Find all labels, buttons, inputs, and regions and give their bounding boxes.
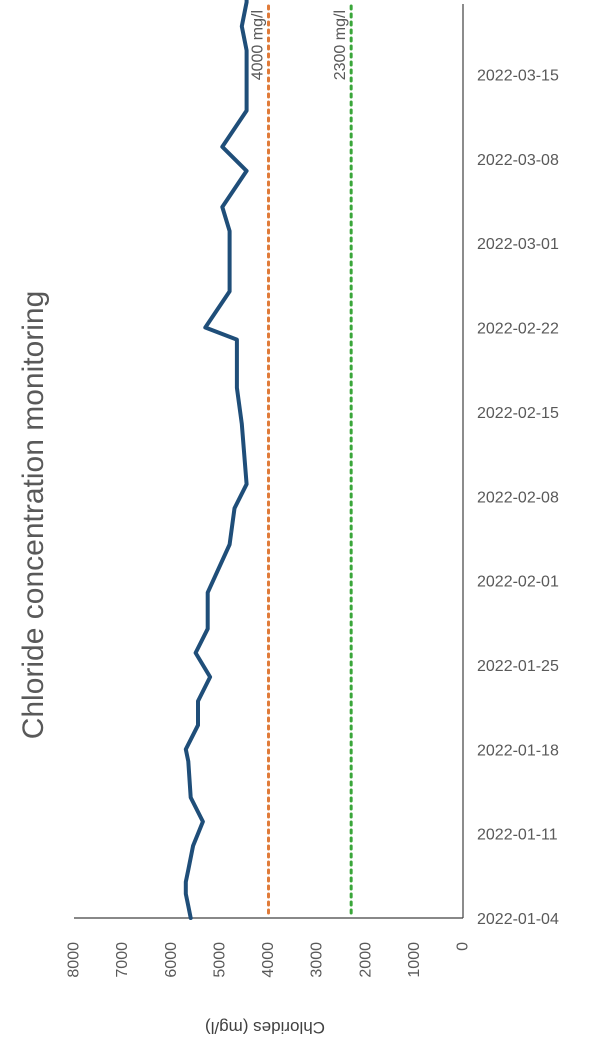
reference-line-label: 2300 mg/l xyxy=(332,10,349,80)
value-tick-label: 5000 xyxy=(211,942,228,978)
value-tick-label: 6000 xyxy=(163,942,180,978)
date-tick-label: 2022-02-08 xyxy=(477,489,559,506)
date-tick-label: 2022-03-15 xyxy=(477,68,559,85)
value-tick-label: 7000 xyxy=(114,942,131,978)
date-tick-label: 2022-01-18 xyxy=(477,742,559,759)
value-tick-label: 1000 xyxy=(406,942,423,978)
series-line xyxy=(183,0,249,920)
date-tick-label: 2022-01-25 xyxy=(477,658,559,675)
reference-line-label: 4000 mg/l xyxy=(250,10,267,80)
date-tick-label: 2022-01-04 xyxy=(477,911,559,928)
date-tick-label: 2022-02-22 xyxy=(477,321,559,338)
value-tick-label: 8000 xyxy=(66,942,83,978)
value-tick-label: 2000 xyxy=(357,942,374,978)
date-tick-label: 2022-01-11 xyxy=(477,827,558,844)
chart-title: Chloride concentration monitoring xyxy=(17,291,50,740)
date-tick-label: 2022-02-15 xyxy=(477,405,559,422)
value-tick-label: 3000 xyxy=(309,942,326,978)
date-tick-label: 2022-03-08 xyxy=(477,152,559,169)
value-tick-label: 4000 xyxy=(260,942,277,978)
date-tick-label: 2022-02-01 xyxy=(477,574,559,591)
date-tick-label: 2022-03-01 xyxy=(477,236,559,253)
y-axis-label: Chlorides (mg/l) xyxy=(205,1018,325,1037)
value-tick-label: 0 xyxy=(455,942,472,951)
